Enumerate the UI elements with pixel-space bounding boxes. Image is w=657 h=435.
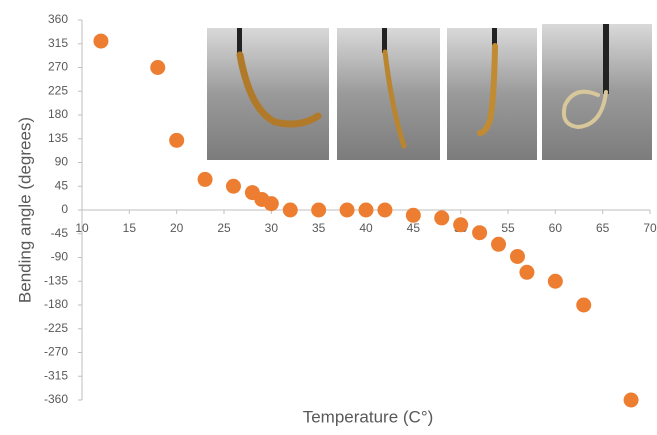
x-tick-label: 20 [170, 221, 184, 235]
y-tick-label: -45 [51, 226, 69, 240]
point [623, 392, 639, 408]
y-tick-label: -225 [44, 321, 68, 335]
point [339, 202, 355, 218]
point [263, 196, 279, 212]
point [519, 264, 535, 280]
clamp [603, 24, 609, 94]
x-tick-label: 55 [501, 221, 515, 235]
strip [561, 89, 608, 130]
point [150, 60, 166, 75]
y-tick-label: -90 [51, 250, 69, 264]
y-tick-label: 180 [48, 107, 68, 121]
point [491, 236, 507, 252]
x-tick-label: 40 [359, 221, 373, 235]
point [169, 132, 185, 148]
x-tick-label: 65 [596, 221, 610, 235]
strip [382, 49, 407, 149]
y-tick-label: 135 [48, 131, 68, 145]
clamp [237, 28, 242, 56]
y-tick-label: -180 [44, 297, 68, 311]
point [282, 202, 298, 218]
photos [207, 24, 652, 160]
x-axis-title: Temperature (C°) [303, 407, 434, 426]
strip [477, 43, 498, 136]
point [358, 202, 374, 218]
y-tick-label: 225 [48, 83, 68, 97]
y-tick-label: 0 [61, 202, 68, 216]
y-tick-label: 315 [48, 36, 68, 50]
point [311, 202, 327, 218]
point [547, 273, 563, 289]
x-tick-label: 45 [407, 221, 421, 235]
point [377, 202, 393, 218]
y-tick-label: -270 [44, 345, 68, 359]
y-tick-label: -315 [44, 368, 68, 382]
point [434, 210, 450, 226]
y-axis-title: Bending angle (degrees) [15, 117, 34, 303]
point [472, 225, 488, 241]
photo [337, 28, 440, 160]
point [453, 217, 469, 233]
x-tick-label: 15 [123, 221, 137, 235]
x-tick-label: 30 [265, 221, 279, 235]
point [576, 297, 592, 313]
y-tick-label: -360 [44, 392, 68, 406]
y-tick-label: 360 [48, 12, 68, 26]
x-tick-label: 60 [549, 221, 563, 235]
x-tick-label: 70 [643, 221, 657, 235]
y-tick-label: -135 [44, 273, 68, 287]
clamp [382, 28, 387, 53]
photo [542, 24, 652, 160]
point [405, 207, 421, 223]
point [197, 171, 213, 187]
point [225, 178, 241, 194]
clamp [492, 28, 497, 48]
x-tick-label: 25 [217, 221, 231, 235]
strip [236, 51, 322, 128]
photo [207, 28, 329, 160]
y-tick-label: 45 [55, 178, 69, 192]
point [509, 248, 525, 264]
point [93, 33, 109, 49]
x-tick-label: 10 [75, 221, 89, 235]
y-tick-label: 90 [55, 155, 69, 169]
x-tick-label: 35 [312, 221, 326, 235]
y-tick-label: 270 [48, 60, 68, 74]
